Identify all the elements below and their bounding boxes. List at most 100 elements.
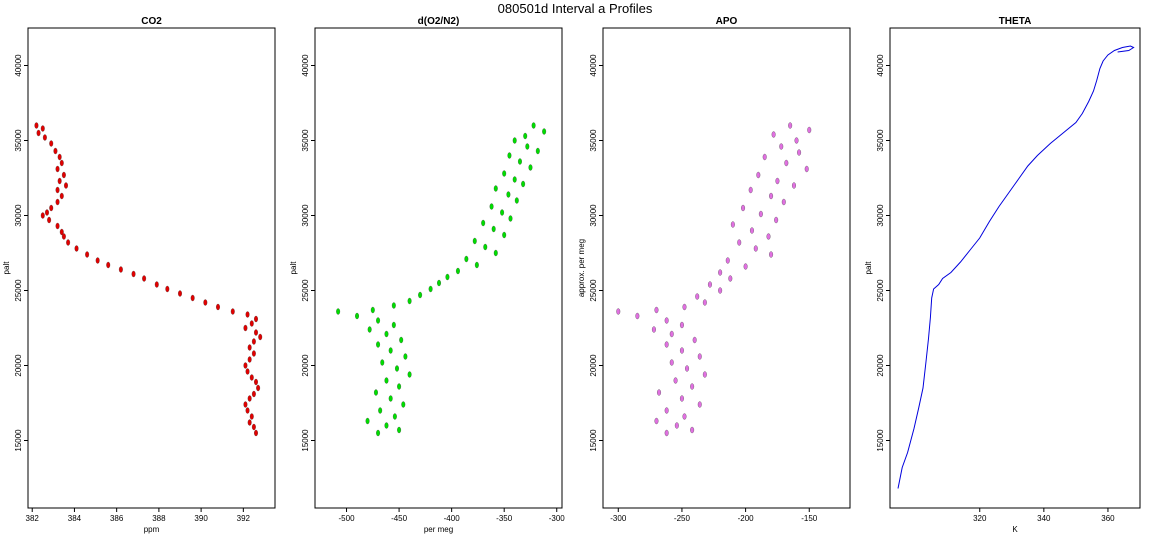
data-point — [251, 338, 256, 345]
data-point — [245, 311, 250, 318]
data-point — [748, 186, 753, 194]
data-point — [154, 281, 159, 288]
data-point — [245, 407, 250, 414]
data-point — [507, 152, 512, 159]
data-point — [247, 395, 252, 402]
data-point — [243, 362, 248, 369]
data-point — [730, 221, 735, 228]
data-point — [407, 297, 412, 305]
x-tick-label: -300 — [549, 514, 566, 523]
data-point — [55, 198, 60, 206]
x-axis-label: ppm — [144, 525, 160, 534]
x-tick-label: 388 — [152, 514, 166, 523]
data-point — [685, 365, 689, 372]
data-point — [391, 302, 396, 309]
data-point — [758, 210, 763, 218]
data-point — [376, 317, 381, 324]
data-point — [165, 285, 170, 293]
data-point — [55, 165, 60, 173]
data-point — [775, 177, 780, 185]
data-point — [794, 137, 799, 144]
data-point — [664, 407, 669, 414]
y-axis-label: palt — [864, 261, 873, 275]
data-point — [249, 413, 254, 420]
x-tick-label: -400 — [444, 514, 461, 523]
data-point — [528, 164, 533, 171]
y-tick-label: 15000 — [14, 429, 23, 452]
y-tick-label: 40000 — [14, 54, 23, 77]
data-point — [355, 312, 359, 320]
data-point — [493, 185, 498, 192]
data-point — [85, 251, 90, 258]
data-point — [42, 134, 47, 141]
data-point — [502, 170, 507, 177]
data-point — [256, 384, 261, 392]
data-point — [49, 140, 54, 147]
data-point — [399, 336, 404, 344]
x-tick-label: 392 — [237, 514, 251, 523]
data-point — [664, 317, 669, 324]
y-tick-label: 20000 — [589, 354, 598, 377]
data-point — [254, 378, 258, 386]
data-point — [483, 243, 488, 251]
data-point — [521, 180, 526, 188]
data-point — [36, 129, 41, 137]
y-tick-label: 15000 — [876, 429, 885, 452]
y-tick-label: 25000 — [876, 279, 885, 302]
data-point — [508, 215, 513, 222]
data-point — [59, 159, 64, 167]
data-point — [249, 374, 254, 381]
data-point — [53, 147, 58, 155]
y-tick-label: 15000 — [589, 429, 598, 452]
data-point — [378, 407, 383, 414]
data-point — [682, 413, 687, 420]
data-point — [392, 413, 397, 420]
data-point — [55, 222, 60, 230]
data-point — [57, 153, 62, 161]
data-point — [376, 429, 381, 437]
data-point — [762, 153, 767, 161]
data-point — [64, 182, 68, 189]
x-tick-label: -150 — [801, 514, 818, 523]
panel-title: THETA — [999, 16, 1032, 27]
data-point — [702, 371, 707, 378]
data-point — [697, 401, 702, 408]
data-point — [518, 158, 522, 165]
y-tick-label: 20000 — [14, 354, 23, 377]
data-point — [769, 192, 774, 200]
data-point — [616, 308, 621, 315]
data-point — [445, 273, 450, 281]
x-tick-label: 390 — [194, 514, 208, 523]
panel-title: CO2 — [141, 16, 162, 27]
data-point — [741, 204, 746, 212]
data-point — [692, 336, 697, 344]
data-point — [664, 341, 669, 348]
data-point — [769, 251, 774, 258]
plot-frame — [602, 27, 851, 509]
data-point — [380, 359, 385, 366]
x-tick-label: -450 — [391, 514, 408, 523]
data-point — [707, 281, 712, 288]
data-point — [403, 353, 408, 360]
data-point — [254, 329, 258, 336]
data-point — [502, 231, 507, 239]
data-point — [512, 176, 517, 183]
data-point — [376, 341, 381, 348]
data-point — [481, 219, 486, 227]
data-point — [679, 347, 684, 354]
data-point — [47, 216, 52, 224]
y-tick-label: 30000 — [14, 204, 23, 227]
page-title: 080501d Interval a Profiles — [498, 1, 653, 16]
data-point — [491, 225, 496, 233]
data-point — [230, 308, 235, 315]
plot-frame — [889, 27, 1141, 509]
data-point — [391, 321, 396, 329]
data-point — [178, 290, 182, 297]
data-point — [251, 423, 256, 431]
x-tick-label: 320 — [973, 514, 987, 523]
y-tick-label: 40000 — [876, 54, 885, 77]
x-tick-label: -250 — [674, 514, 691, 523]
data-point — [493, 249, 498, 257]
data-point — [418, 291, 423, 299]
data-point — [388, 347, 393, 354]
